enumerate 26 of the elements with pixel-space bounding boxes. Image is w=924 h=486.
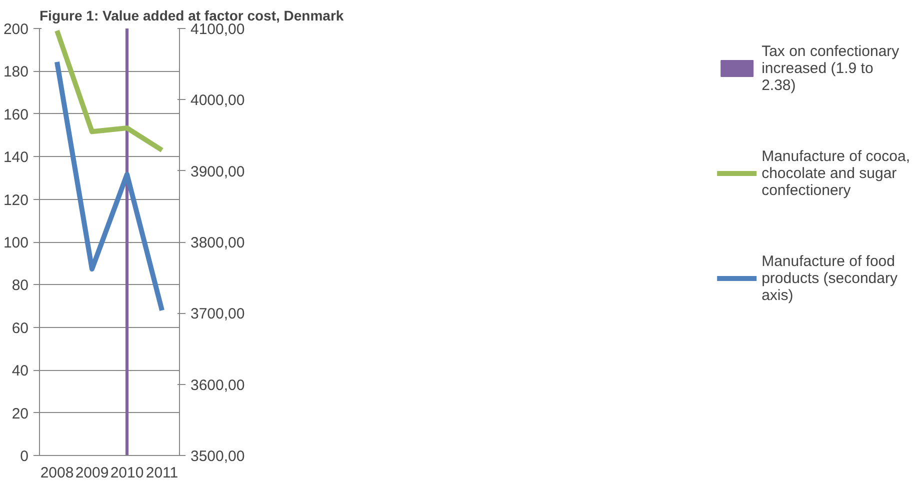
y-tick-label: 180 [3,64,29,81]
x-tick-label: 2009 [75,464,109,482]
y-tick-label: 60 [12,320,29,337]
y-tick-label: 120 [3,192,29,209]
x-tick-label: 2010 [110,464,144,482]
y2-tick-label: 3700,00 [190,306,245,323]
y-tick-label: 0 [20,448,28,465]
y2-tick-label: 4100,00 [190,21,245,38]
chart-title: Figure 1: Value added at factor cost, Denmark [40,8,344,24]
x-tick-label: 2011 [146,464,178,482]
x-tick-label: 2008 [40,464,74,482]
legend-label: Manufacture of cocoa, chocolate and sugar confectionery [762,146,910,200]
y-tick-label: 100 [3,234,29,252]
y2-tick-label: 3900,00 [190,163,245,180]
legend-label: Tax on confectionary increased (1.9 to 2.38) [762,42,900,96]
y-tick-label: 140 [3,149,29,166]
y2-tick-label: 4000,00 [190,92,245,110]
y2-tick-label: 3500,00 [190,448,245,465]
y-tick-label: 80 [12,277,29,294]
y-tick-label: 20 [12,405,29,422]
y2-tick-label: 3800,00 [190,234,245,252]
y-tick-label: 200 [3,21,29,38]
y2-tick-label: 3600,00 [190,376,245,394]
legend-label: Manufacture of food products (secondary axis) [762,252,898,306]
y-tick-label: 40 [12,362,29,380]
y-tick-label: 160 [3,106,29,124]
